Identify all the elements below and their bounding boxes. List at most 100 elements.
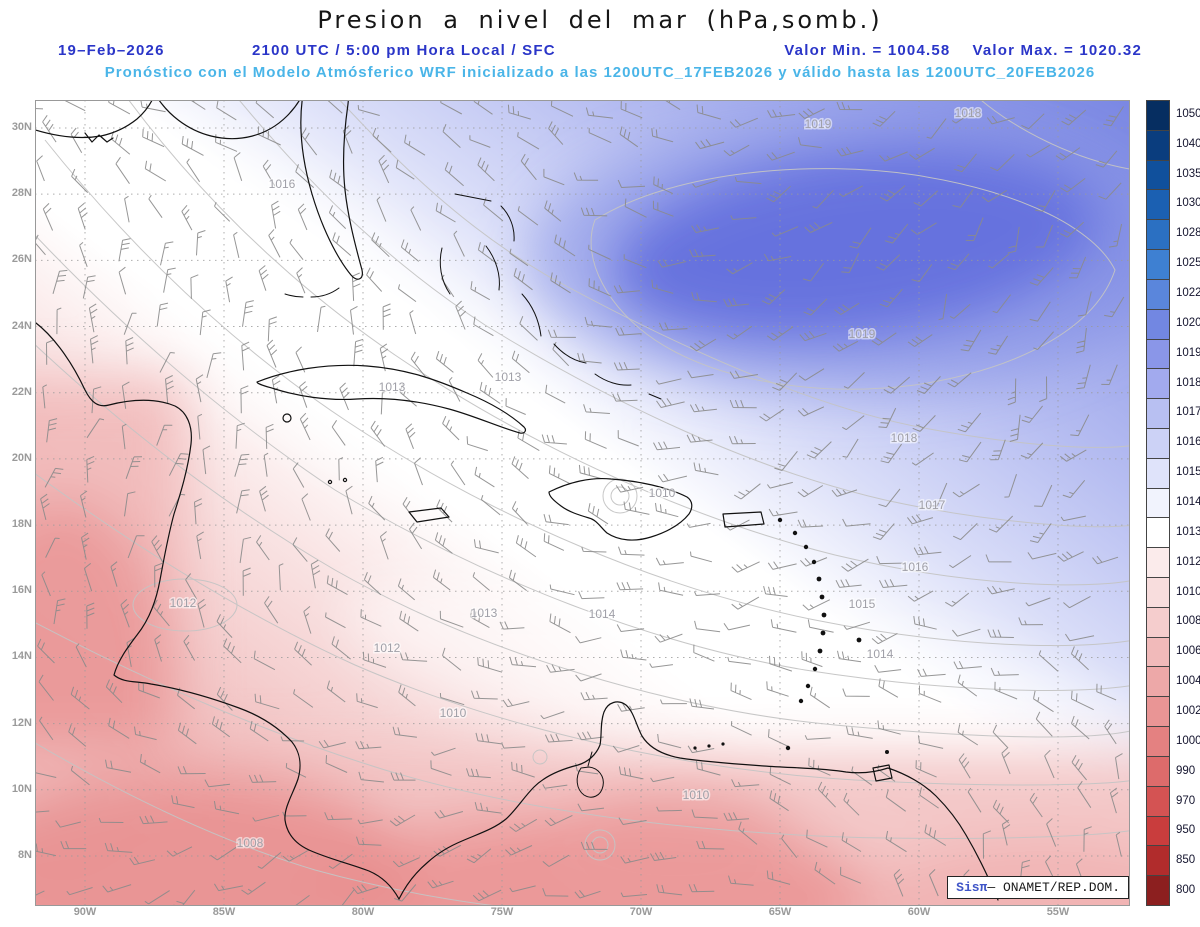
colorbar-cell [1147, 309, 1169, 340]
mississippi-delta [84, 132, 114, 143]
colorbar-value: 1015 [1176, 466, 1200, 479]
trinidad [872, 764, 893, 782]
colorbar-cell [1147, 518, 1169, 549]
pressure-map: 1016 1019 1018 1013 1013 1019 1018 1017 1016 1015… [35, 100, 1130, 906]
florida-keys [284, 287, 340, 298]
colorbar-value: 1010 [1176, 585, 1200, 598]
colorbar-cell [1147, 756, 1169, 787]
isobar-value: 1013 [379, 380, 406, 394]
colorbar-cell [1147, 667, 1169, 698]
colorbar-cell [1147, 816, 1169, 847]
isobar-value: 1013 [471, 606, 498, 620]
isobar-value: 1016 [902, 560, 929, 574]
colorbar-cell [1147, 458, 1169, 489]
colorbar-cell [1147, 101, 1169, 131]
colorbar-value: 1013 [1176, 525, 1200, 538]
lat-label: 10N [11, 782, 32, 795]
lon-label: 75W [490, 906, 514, 918]
valid-date: 19–Feb–2026 [58, 42, 165, 59]
isobar-value: 1010 [440, 706, 467, 720]
lat-label: 12N [11, 716, 32, 729]
central-america [35, 321, 400, 900]
isobar-value: 1008 [237, 836, 264, 850]
isobar-value: 1014 [867, 647, 894, 661]
isobar-value: 1018 [955, 106, 982, 120]
colorbar-cell [1147, 578, 1169, 608]
colorbar-value: 1050 [1176, 107, 1200, 120]
florida-panhandle [158, 100, 301, 140]
colorbar [1146, 100, 1170, 906]
isobar-value: 1019 [805, 117, 832, 131]
colorbar-value: 1028 [1176, 227, 1200, 240]
map-frame [35, 100, 1130, 906]
colorbar-value: 1020 [1176, 316, 1200, 329]
colorbar-value: 800 [1176, 884, 1196, 897]
colorbar-cell [1147, 279, 1169, 310]
puerto-rico [722, 511, 765, 528]
colorbar-value: 850 [1176, 854, 1196, 867]
colorbar-value: 1019 [1176, 346, 1200, 359]
latlon-grid [35, 100, 1130, 906]
pressure-shading [35, 100, 1130, 906]
isobar-value: 1012 [374, 641, 401, 655]
lat-label: 30N [11, 121, 32, 133]
lon-label: 60W [907, 906, 931, 918]
lon-label: 70W [629, 906, 653, 918]
lat-label: 8N [17, 848, 32, 861]
lon-label: 85W [212, 906, 236, 918]
colorbar-value: 1017 [1176, 406, 1200, 419]
colorbar-cell [1147, 130, 1169, 161]
isla-juventud [282, 413, 292, 423]
lat-label: 22N [11, 385, 32, 398]
colorbar-value: 1016 [1176, 436, 1200, 449]
colorbar-value: 1018 [1176, 376, 1200, 389]
colorbar-value: 1025 [1176, 257, 1200, 270]
colorbar-cell [1147, 190, 1169, 221]
cayman [342, 477, 348, 483]
colorbar-cell [1147, 160, 1169, 191]
colorbar-cell [1147, 339, 1169, 370]
colorbar-cell [1147, 697, 1169, 728]
valid-time-bar: 19–Feb–2026 2100 UTC / 5:00 pm Hora Loca… [0, 42, 1200, 62]
lat-label: 26N [11, 253, 32, 266]
colorbar-cell [1147, 369, 1169, 400]
colorbar-cell [1147, 727, 1169, 757]
colorbar-cell [1147, 428, 1169, 459]
cuba [256, 364, 526, 434]
lon-label: 90W [73, 906, 97, 918]
colorbar-cell [1147, 876, 1169, 905]
page-title: Presion a nivel del mar (hPa,somb.) [317, 6, 883, 34]
colorbar-value: 970 [1176, 794, 1196, 807]
colorbar-cell [1147, 637, 1169, 668]
colorbar-cell [1147, 488, 1169, 519]
lesser-antilles [693, 517, 889, 754]
max-value: Valor Max. = 1020.32 [972, 42, 1142, 59]
lat-label: 28N [11, 187, 32, 200]
colorbar-cell [1147, 548, 1169, 578]
gulf-coast [35, 100, 153, 139]
lat-label: 20N [11, 451, 32, 464]
coastlines [35, 100, 999, 901]
isobar-value: 1015 [849, 597, 876, 611]
colorbar-value: 1002 [1176, 704, 1200, 717]
isobar-value: 1014 [589, 607, 616, 621]
lon-label: 80W [351, 906, 375, 918]
south-america [398, 701, 999, 901]
lon-label: 65W [768, 906, 792, 918]
isobar-value: 1013 [495, 370, 522, 384]
colorbar-value: 1014 [1176, 496, 1200, 508]
lat-label: 16N [11, 584, 32, 597]
colorbar-value: 1022 [1176, 287, 1200, 300]
jamaica [408, 507, 450, 523]
min-value: Valor Min. = 1004.58 [784, 42, 951, 59]
lat-label: 18N [11, 518, 32, 531]
colorbar-value: 990 [1176, 764, 1196, 777]
colorbar-value: 1000 [1176, 734, 1200, 747]
bahamas [439, 193, 662, 400]
watermark-org: — ONAMET/REP.DOM. [987, 880, 1120, 895]
watermark-brand: Sisπ [956, 880, 988, 895]
lat-label: 24N [11, 319, 32, 332]
isobar-contours [35, 100, 1130, 906]
colorbar-value: 1030 [1176, 197, 1200, 210]
